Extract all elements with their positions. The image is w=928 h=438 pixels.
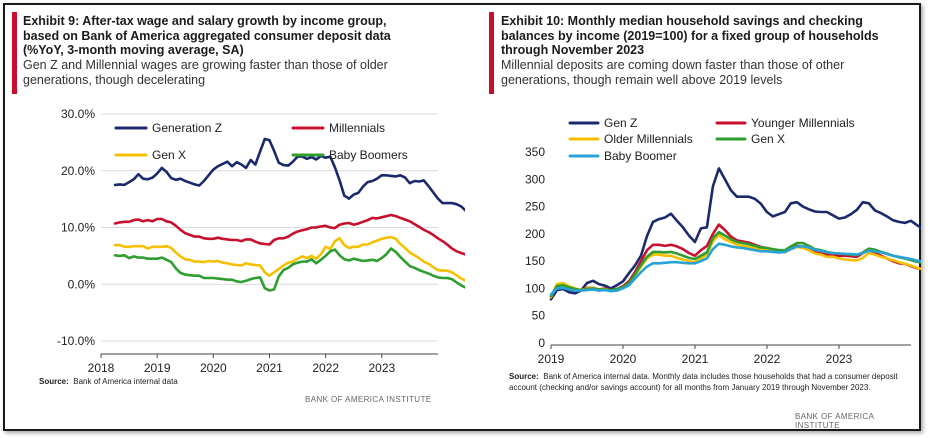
- x-tick-label: 2023: [368, 361, 395, 375]
- legend-label-baby-boomers: Baby Boomers: [329, 148, 408, 162]
- exhibit-9-subtitle: Gen Z and Millennial wages are growing f…: [23, 58, 388, 87]
- series-line-gen-z: [549, 167, 921, 301]
- source-label: Source:: [509, 372, 539, 381]
- x-tick-label: 2021: [256, 361, 283, 375]
- x-tick-label: 2023: [826, 352, 853, 366]
- source-text: Bank of America internal data. Monthly d…: [509, 372, 898, 392]
- series-line-gen-x: [113, 235, 465, 282]
- series-line-baby-boomers: [113, 247, 465, 292]
- exhibit-10-panel: Exhibit 10: Monthly median household sav…: [475, 5, 921, 430]
- legend-label-gen-x: Gen X: [751, 132, 785, 146]
- y-tick-label: 20.0%: [61, 164, 95, 178]
- y-tick-label: 0.0%: [68, 277, 96, 291]
- legend-label-older-millennials: Older Millennials: [604, 132, 693, 146]
- y-tick-label: 0: [538, 336, 545, 350]
- exhibit-9-panel: Exhibit 9: After-tax wage and salary gro…: [5, 5, 465, 429]
- legend-label-gen-x: Gen X: [152, 148, 186, 162]
- figure-frame: Exhibit 9: After-tax wage and salary gro…: [3, 3, 921, 431]
- exhibit-10-brand: BANK OF AMERICA INSTITUTE: [795, 412, 874, 430]
- series-line-generation-z: [113, 137, 465, 212]
- exhibit-9-chart: -10.0% 0.0% 10.0% 20.0% 30.0% 2018 2019 2020 202…: [57, 107, 465, 375]
- exhibit-10-source: Source: Bank of America internal data. M…: [509, 371, 899, 393]
- x-tick-label: 2020: [610, 352, 637, 366]
- source-label: Source:: [39, 377, 69, 386]
- exhibit-9-title: Exhibit 9: After-tax wage and salary gro…: [23, 14, 391, 57]
- x-tick-label: 2019: [538, 352, 565, 366]
- exhibit-10-title: Exhibit 10: Monthly median household sav…: [501, 14, 879, 57]
- x-tick-label: 2020: [200, 361, 227, 375]
- x-tick-label: 2018: [88, 361, 115, 375]
- exhibit-10-subtitle: Millennial deposits are coming down fast…: [501, 58, 845, 87]
- y-tick-label: 250: [525, 200, 545, 214]
- x-tick-label: 2021: [682, 352, 709, 366]
- y-tick-label: 350: [525, 145, 545, 159]
- x-tick-label: 2022: [754, 352, 781, 366]
- exhibit-9-brand: BANK OF AMERICA INSTITUTE: [305, 395, 432, 404]
- legend-label-baby-boomer: Baby Boomer: [604, 149, 677, 163]
- y-tick-label: 50: [532, 309, 546, 323]
- source-text: Bank of America internal data: [73, 377, 178, 386]
- accent-bar: [12, 12, 17, 94]
- y-tick-label: -10.0%: [57, 334, 95, 348]
- y-tick-label: 300: [525, 172, 545, 186]
- x-tick-label: 2022: [312, 361, 339, 375]
- y-tick-label: 30.0%: [61, 107, 95, 121]
- exhibit-10-chart: 0 50 100 150 200 250 300 350 2019 2020 2021 2022 202…: [525, 116, 921, 366]
- x-tick-label: 2019: [144, 361, 171, 375]
- legend-label-gen-z: Gen Z: [604, 116, 637, 130]
- y-tick-label: 10.0%: [61, 221, 95, 235]
- legend-label-younger-millennials: Younger Millennials: [751, 116, 855, 130]
- legend-label-millennials: Millennials: [329, 121, 385, 135]
- y-tick-label: 200: [525, 227, 545, 241]
- legend-label-generation-z: Generation Z: [152, 121, 222, 135]
- series-line-millennials: [113, 213, 465, 256]
- series-line-baby-boomer: [549, 242, 921, 296]
- accent-bar: [489, 12, 494, 94]
- y-tick-label: 150: [525, 254, 545, 268]
- exhibit-9-source: Source: Bank of America internal data: [39, 376, 178, 387]
- y-tick-label: 100: [525, 281, 545, 295]
